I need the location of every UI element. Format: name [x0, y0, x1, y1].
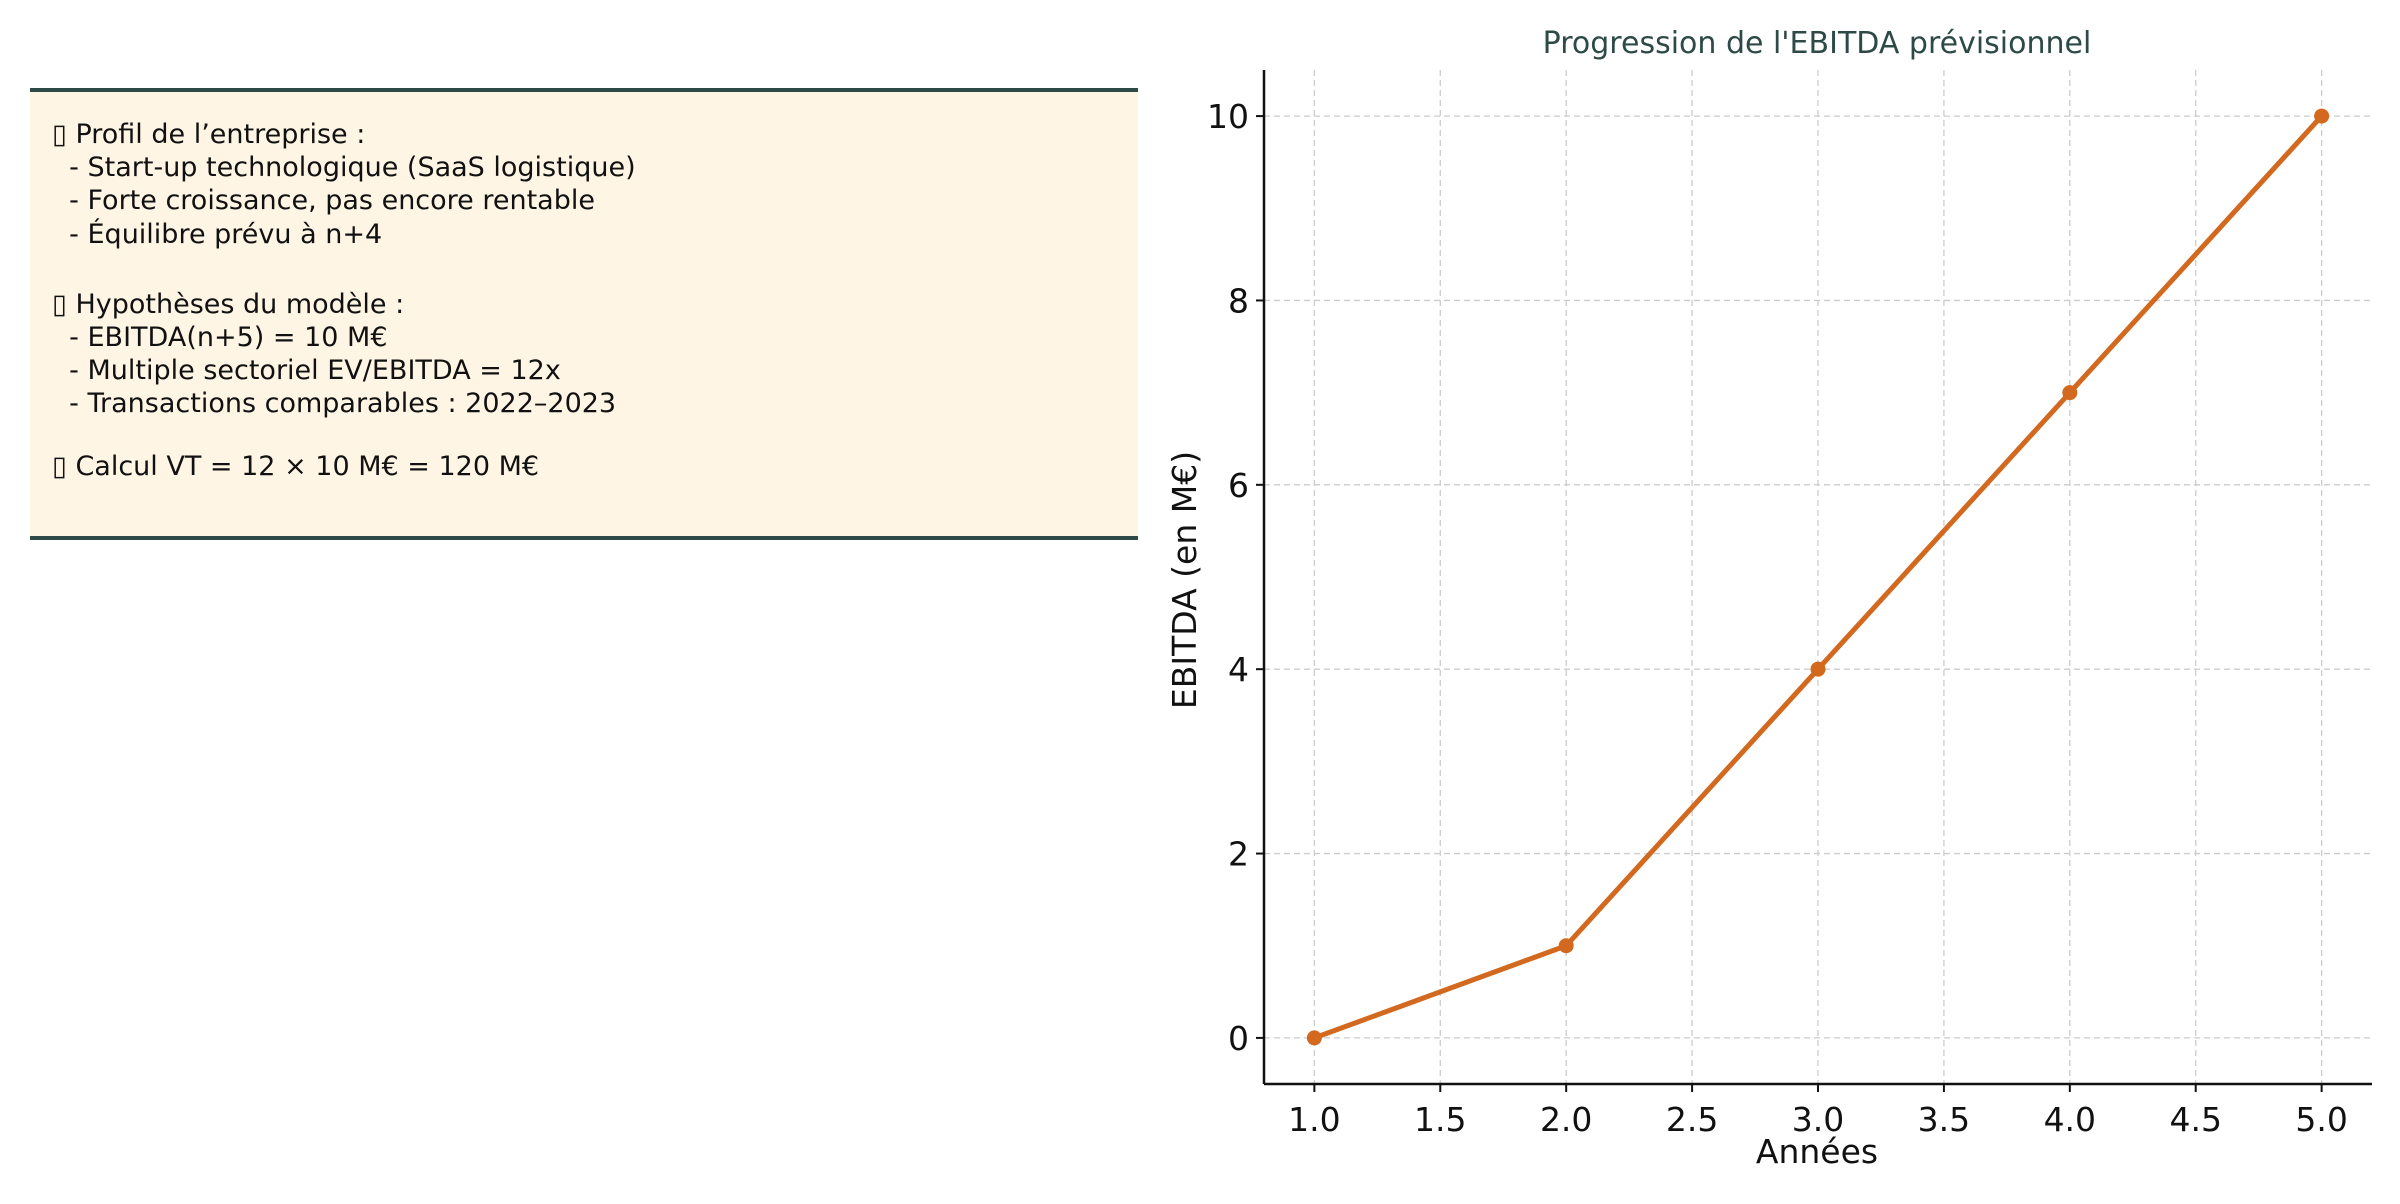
- x-tick-label: 2.5: [1666, 1100, 1718, 1139]
- info-line-startup: - Start-up technologique (SaaS logistiqu…: [52, 152, 636, 183]
- data-point: [2062, 385, 2078, 401]
- x-tick-label: 1.0: [1288, 1100, 1340, 1139]
- y-tick-label: 10: [1207, 97, 1249, 136]
- info-line-hypotheses-heading: ▯ Hypothèses du modèle :: [52, 289, 405, 320]
- y-tick-label: 0: [1228, 1019, 1249, 1058]
- x-tick-label: 1.5: [1414, 1100, 1466, 1139]
- info-line-ebitda: - EBITDA(n+5) = 10 M€: [52, 322, 388, 353]
- y-axis-label: EBITDA (en M€): [1165, 451, 1204, 709]
- chart-title: Progression de l'EBITDA prévisionnel: [1543, 26, 2092, 61]
- info-line-transactions: - Transactions comparables : 2022–2023: [52, 388, 617, 419]
- x-tick-label: 2.0: [1540, 1100, 1592, 1139]
- grid-layer: [1264, 70, 2372, 1084]
- y-tick-label: 2: [1228, 835, 1249, 874]
- y-tick-label: 4: [1228, 650, 1249, 689]
- data-point: [1306, 1030, 1322, 1046]
- y-tick-label: 8: [1228, 281, 1249, 320]
- info-line-calculation: ▯ Calcul VT = 12 × 10 M€ = 120 M€: [52, 451, 540, 482]
- info-line-profile-heading: ▯ Profil de l’entreprise :: [52, 119, 366, 150]
- info-line-breakeven: - Équilibre prévu à n+4: [52, 219, 383, 250]
- data-point: [1810, 661, 1826, 677]
- x-tick-label: 4.0: [2044, 1100, 2096, 1139]
- ebitda-chart: 1.0 1.5 2.0 2.5 3.0 3.5 4.0 4.5 5.0 0 2 4 6 8 10 Progr…: [1140, 0, 2400, 1200]
- x-tick-label: 3.5: [1918, 1100, 1970, 1139]
- info-panel: ▯ Profil de l’entreprise : - Start-up te…: [30, 88, 1138, 540]
- x-axis-label: Années: [1756, 1132, 1878, 1171]
- x-tick-label: 4.5: [2169, 1100, 2221, 1139]
- series-layer: [1306, 108, 2330, 1046]
- ticks-layer: 1.0 1.5 2.0 2.5 3.0 3.5 4.0 4.5 5.0 0 2 4 6 8 10: [1207, 97, 2348, 1139]
- data-point: [1558, 938, 1574, 954]
- data-point: [2314, 108, 2330, 124]
- x-tick-label: 5.0: [2295, 1100, 2347, 1139]
- info-line-multiple: - Multiple sectoriel EV/EBITDA = 12x: [52, 355, 561, 386]
- y-tick-label: 6: [1228, 466, 1249, 505]
- x-tick-label: 3.0: [1792, 1100, 1844, 1139]
- chart-svg: 1.0 1.5 2.0 2.5 3.0 3.5 4.0 4.5 5.0 0 2 4 6 8 10 Progr…: [1165, 26, 2372, 1171]
- info-line-growth: - Forte croissance, pas encore rentable: [52, 185, 595, 216]
